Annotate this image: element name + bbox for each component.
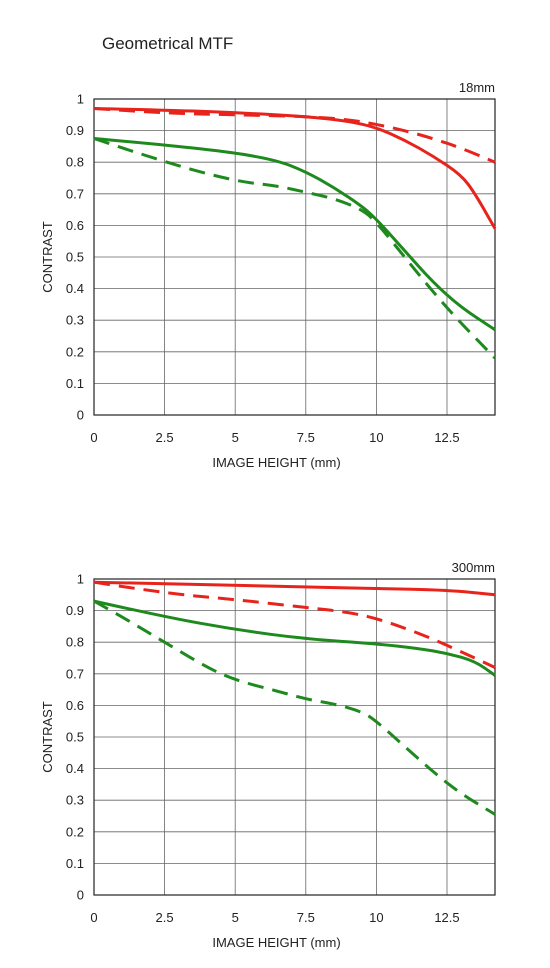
chart2-xtick-label: 0 [90,910,97,925]
chart1-ytick-label: 0.6 [66,218,84,233]
chart2-series-green-dashed [93,599,496,816]
chart2-frame [93,578,496,896]
chart2-ytick-label: 0.1 [66,856,84,871]
chart1-xlabel: IMAGE HEIGHT (mm) [212,455,340,470]
chart1-ytick-label: 0.4 [66,281,84,296]
chart1-ytick-label: 0.5 [66,250,84,265]
chart1-ytick-label: 0.3 [66,313,84,328]
chart2-ylabel: CONTRAST [40,701,55,773]
chart1-series-green-dashed [93,137,497,360]
chart2-series-red-solid [93,580,496,597]
chart1-frame [93,98,496,416]
chart2-ytick-label: 0.4 [66,761,84,776]
chart1-title: 18mm [459,80,495,95]
chart1-series-green-solid [93,137,496,331]
page-title: Geometrical MTF [102,34,234,53]
chart2-xtick-label: 10 [369,910,383,925]
chart1-xtick-label: 5 [232,430,239,445]
chart2-ytick-label: 0.9 [66,603,84,618]
chart1-ytick-label: 0 [77,408,84,423]
chart2-xtick-label: 2.5 [156,910,174,925]
chart2-series-green-solid [93,599,496,677]
chart1-xtick-label: 7.5 [297,430,315,445]
chart1-series-red-solid [93,107,497,230]
chart1-ytick-label: 0.8 [66,155,84,170]
chart2-ytick-label: 1 [77,572,84,587]
chart2-ytick-label: 0.5 [66,730,84,745]
chart2-ytick-label: 0.3 [66,793,84,808]
chart1-ytick-label: 1 [77,92,84,107]
chart2-title: 300mm [452,560,495,575]
chart2-ytick-label: 0.8 [66,635,84,650]
chart1-ytick-label: 0.2 [66,344,84,359]
chart1-ylabel: CONTRAST [40,221,55,293]
chart2-xtick-label: 5 [232,910,239,925]
chart2-ytick-label: 0.7 [66,666,84,681]
chart1-ytick-label: 0.9 [66,123,84,138]
chart1-xtick-label: 2.5 [156,430,174,445]
chart2-xlabel: IMAGE HEIGHT (mm) [212,935,340,950]
chart1-xtick-label: 12.5 [434,430,459,445]
chart2-ytick-label: 0.2 [66,824,84,839]
chart1-ytick-label: 0.1 [66,376,84,391]
chart1-xtick-label: 10 [369,430,383,445]
chart2-xtick-label: 12.5 [434,910,459,925]
chart2-series-red-dashed [93,580,496,669]
chart1-xtick-label: 0 [90,430,97,445]
chart2-ytick-label: 0 [77,888,84,903]
chart2-xtick-label: 7.5 [297,910,315,925]
chart1-series-red-dashed [93,107,496,164]
chart2-ytick-label: 0.6 [66,698,84,713]
chart1-ytick-label: 0.7 [66,186,84,201]
